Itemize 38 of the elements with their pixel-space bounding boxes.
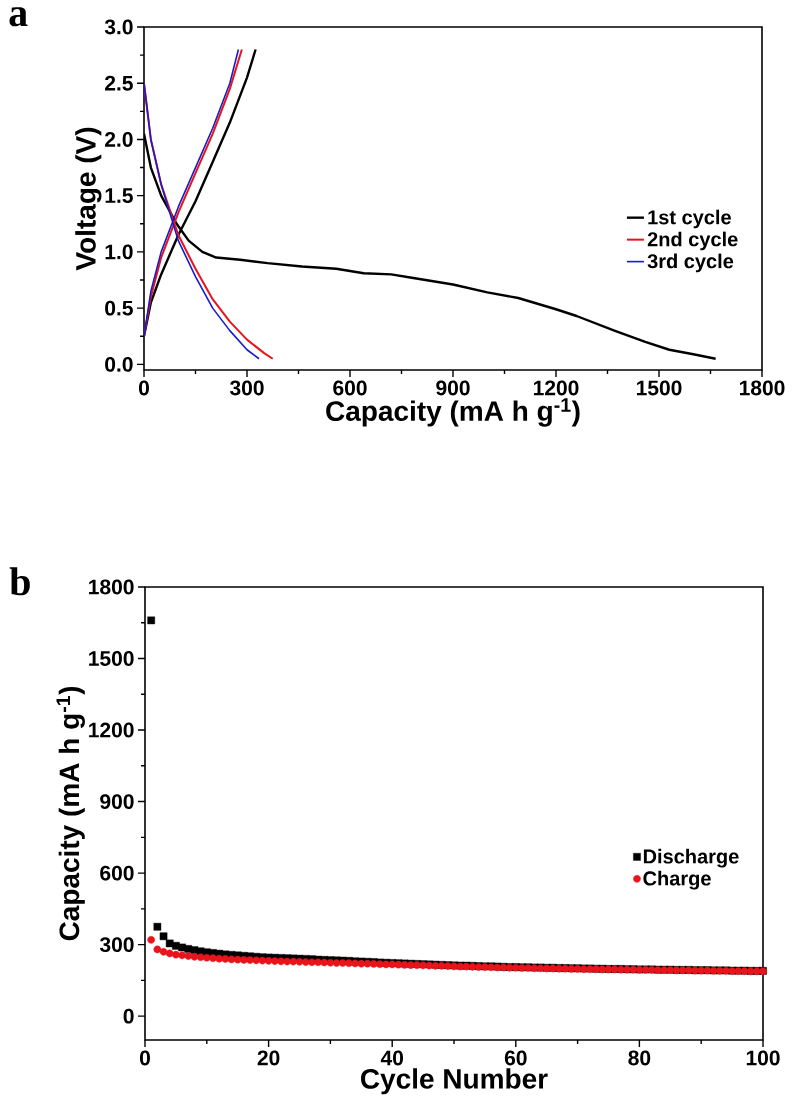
y-tick-label: 0 — [123, 1008, 134, 1024]
x-tick-label: 60 — [504, 1050, 527, 1066]
y-axis-title: Voltage (V) — [75, 127, 102, 271]
y-tick-label: 0.5 — [105, 300, 133, 316]
x-tick-label: 20 — [257, 1050, 280, 1066]
x-tick-label: 900 — [436, 380, 470, 396]
x-tick-label: 300 — [229, 380, 264, 396]
legend-label: 2nd cycle — [647, 231, 738, 251]
x-tick-label: 0 — [138, 380, 149, 396]
y-tick-label: 0.0 — [105, 356, 133, 372]
y-tick-label: 300 — [99, 937, 134, 953]
x-tick-label: 0 — [139, 1050, 150, 1066]
x-tick-label: 40 — [380, 1050, 404, 1066]
y-tick-label: 1800 — [89, 579, 134, 595]
legend-label: Charge — [643, 870, 711, 890]
y-tick-label: 900 — [100, 794, 134, 809]
y-tick-label: 1200 — [89, 722, 134, 738]
legend-label: Discharge — [643, 848, 739, 868]
y-tick-label: 3.0 — [104, 19, 133, 35]
y-tick-label: 2.5 — [105, 75, 133, 91]
x-tick-label: 1500 — [636, 380, 682, 396]
x-axis-title: Capacity (mA h g$^{-1}$) — [326, 398, 580, 427]
x-tick-label: 1200 — [533, 380, 579, 396]
x-axis-title: Cycle Number — [361, 1068, 548, 1095]
legend-label: 3rd cycle — [647, 253, 734, 273]
x-tick-label: 1800 — [739, 380, 785, 396]
legend-label: 1st cycle — [648, 209, 731, 229]
text: a — [9, 7, 28, 27]
y-tick-label: 600 — [100, 865, 134, 881]
y-tick-label: 1500 — [89, 651, 134, 666]
y-axis-title: Capacity (mA h g$^{-1}$) — [56, 686, 85, 941]
x-tick-label: 80 — [628, 1050, 651, 1066]
text: b — [9, 567, 30, 596]
x-tick-label: 100 — [746, 1050, 780, 1066]
y-tick-label: 1.5 — [105, 188, 133, 203]
y-tick-label: 2.0 — [105, 132, 133, 147]
y-tick-label: 1.0 — [105, 244, 133, 260]
x-tick-label: 600 — [333, 380, 367, 396]
